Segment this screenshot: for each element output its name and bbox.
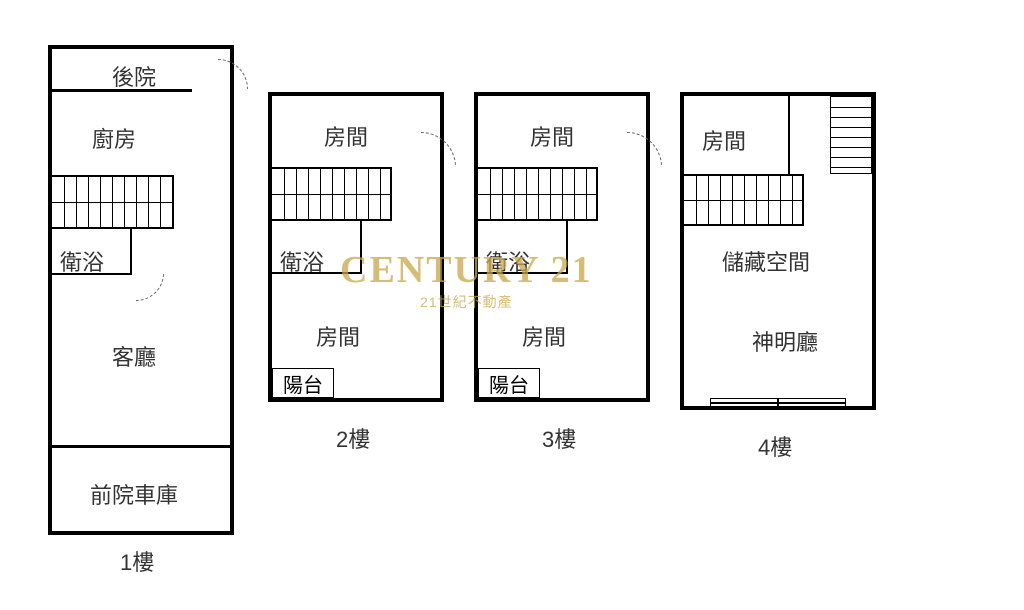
sliding-door-icon xyxy=(710,398,846,408)
room-label-bath: 衛浴 xyxy=(60,245,104,277)
room-label: 房間 xyxy=(324,120,368,152)
stairs-small-icon xyxy=(830,96,872,174)
wall xyxy=(130,227,132,275)
room-label: 儲藏空間 xyxy=(722,245,810,277)
room-label: 房間 xyxy=(522,320,566,352)
room-label: 衛浴 xyxy=(486,245,530,277)
stairs-icon xyxy=(478,167,598,221)
floor-1 xyxy=(48,45,234,535)
room-label: 房間 xyxy=(702,124,746,156)
room-label: 房間 xyxy=(316,320,360,352)
room-label-kitchen: 廚房 xyxy=(92,122,136,154)
stairs-icon xyxy=(684,174,804,226)
room-label: 房間 xyxy=(530,120,574,152)
wall xyxy=(52,445,230,448)
room-label-living: 客廳 xyxy=(112,340,156,372)
floor-2-label: 2樓 xyxy=(336,422,370,454)
room-label-backyard: 後院 xyxy=(112,60,156,92)
room-label: 神明廳 xyxy=(752,325,818,357)
room-label: 衛浴 xyxy=(280,245,324,277)
wall xyxy=(360,219,362,274)
floor-3-label: 3樓 xyxy=(542,422,576,454)
room-label-garage: 前院車庫 xyxy=(90,478,178,510)
floor-1-label: 1樓 xyxy=(120,545,154,577)
floor-4-label: 4樓 xyxy=(758,430,792,462)
stairs-icon xyxy=(272,167,392,221)
balcony-box: 陽台 xyxy=(272,368,334,398)
stairs-icon xyxy=(52,175,174,229)
room-label-balcony: 陽台 xyxy=(283,369,323,398)
room-label-balcony: 陽台 xyxy=(489,369,529,398)
wall xyxy=(788,96,790,174)
balcony-box: 陽台 xyxy=(478,368,540,398)
wall xyxy=(566,219,568,274)
